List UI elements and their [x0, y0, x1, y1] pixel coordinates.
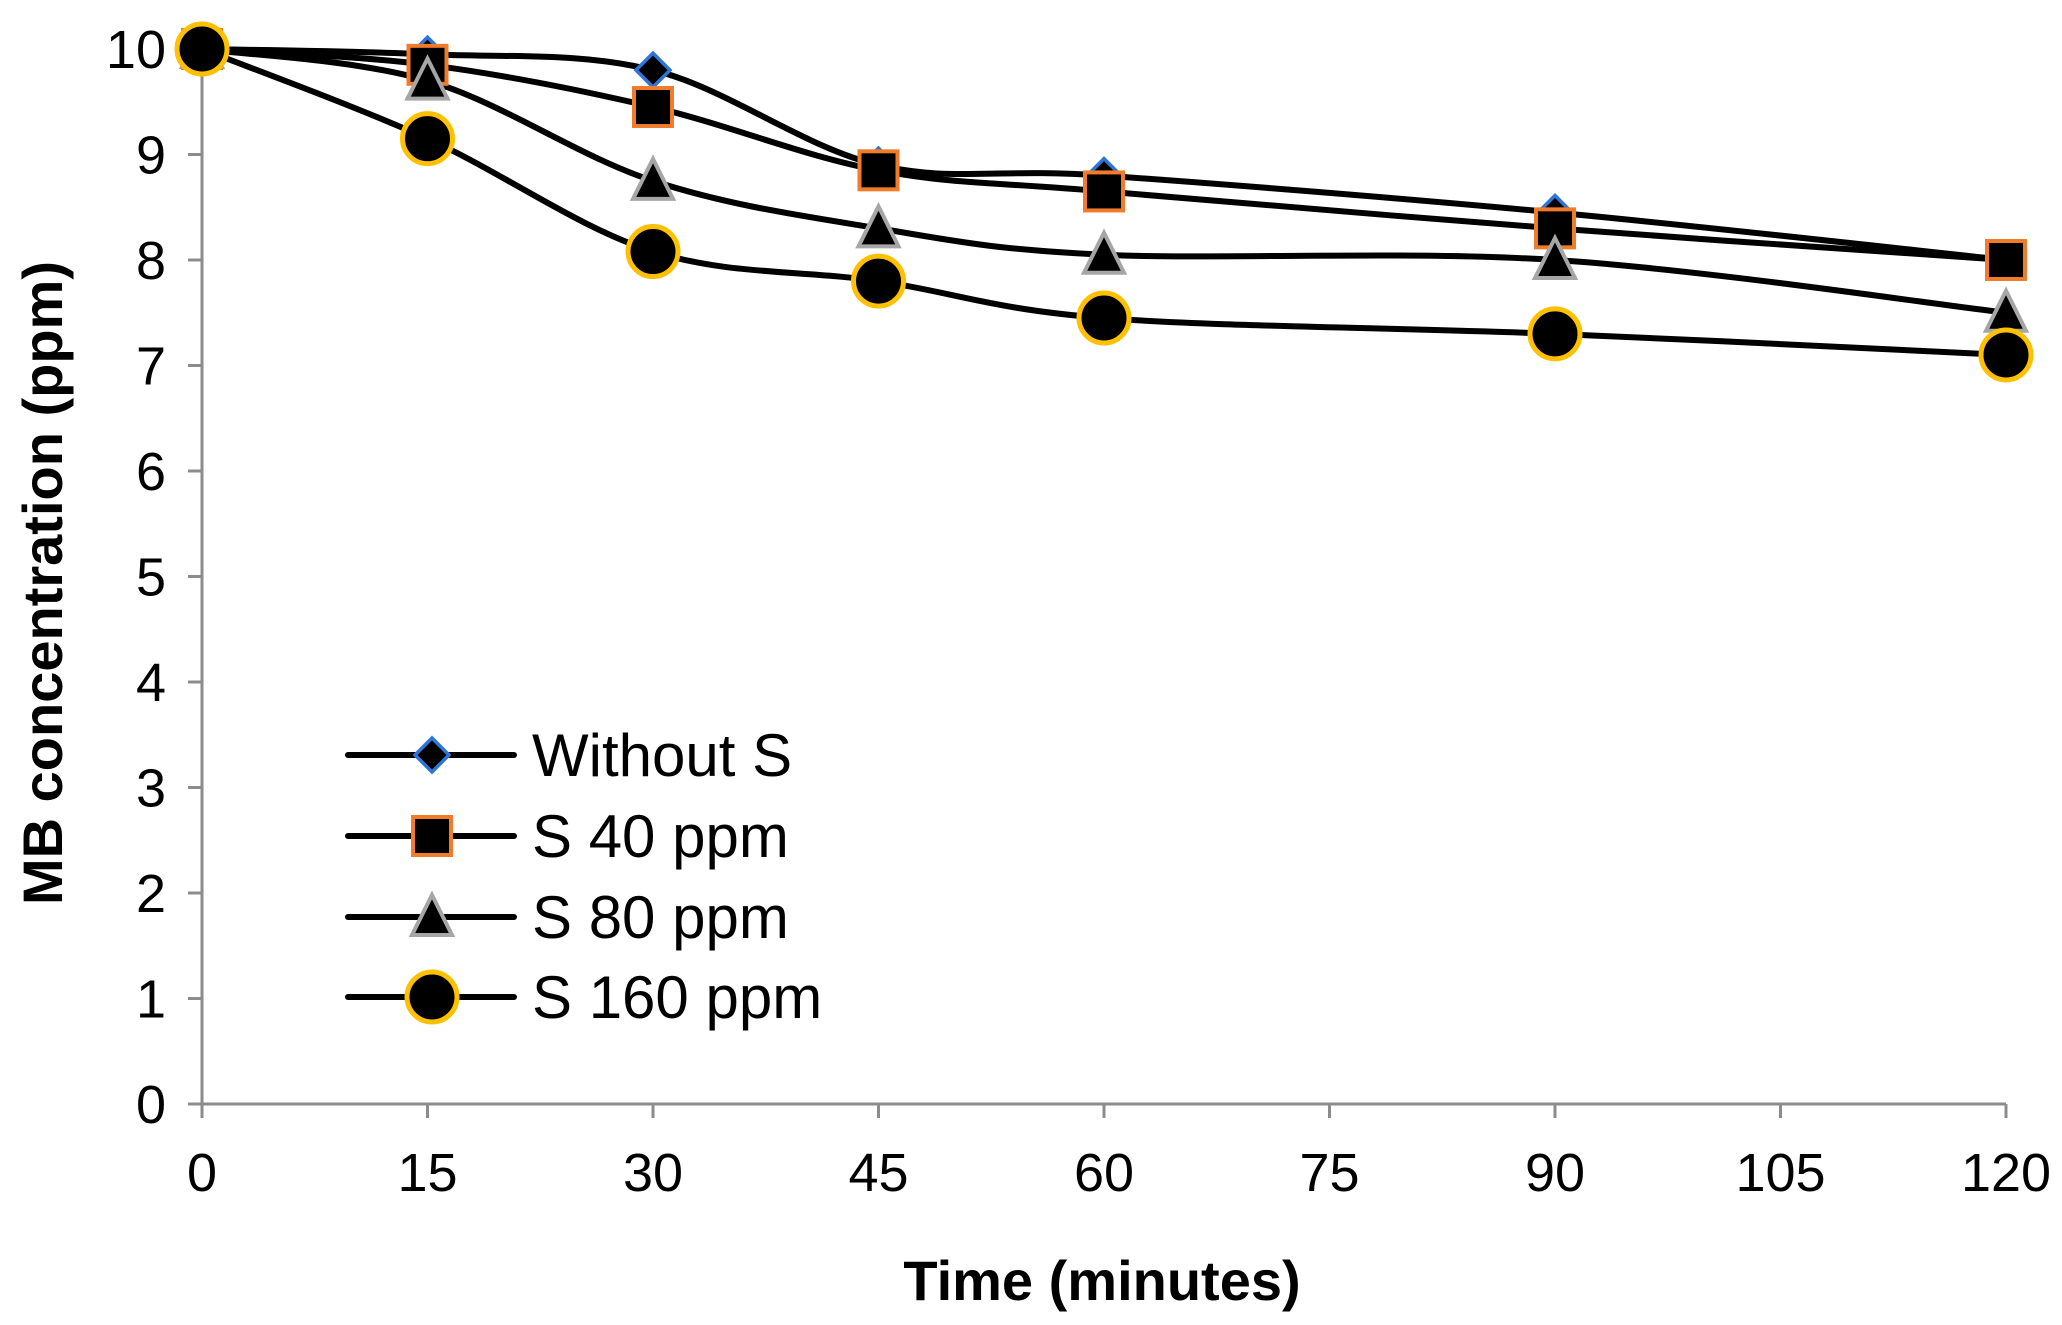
- series-3-point: [1978, 327, 2034, 383]
- series-3-point: [625, 224, 681, 280]
- y-tick-label: 10: [106, 20, 166, 80]
- series-2-point: [404, 54, 451, 101]
- y-tick-label: 2: [136, 864, 166, 924]
- y-tick-label: 5: [136, 548, 166, 608]
- y-tick-label: 7: [136, 337, 166, 397]
- series-3-point: [400, 111, 455, 167]
- series-1-point: [1083, 170, 1125, 213]
- series-2-point: [1531, 233, 1579, 280]
- series-2-point: [1080, 228, 1128, 275]
- series-2-point: [629, 154, 677, 201]
- legend-label: Without S: [532, 722, 792, 789]
- series-3-point: [1527, 306, 1583, 362]
- legend-marker: [404, 969, 460, 1025]
- legend-label: S 40 ppm: [532, 803, 789, 870]
- legend-marker: [408, 890, 456, 937]
- series-3-point: [1076, 290, 1132, 346]
- series-3-point: [851, 253, 906, 309]
- x-tick-label: 45: [848, 1143, 908, 1203]
- y-tick-label: 1: [136, 970, 166, 1030]
- y-tick-label: 6: [136, 442, 166, 502]
- series-0-point: [633, 50, 673, 90]
- x-tick-label: 75: [1299, 1143, 1359, 1203]
- y-tick-label: 3: [136, 759, 166, 819]
- legend-label: S 160 ppm: [532, 964, 822, 1031]
- series-markers: [174, 21, 2034, 383]
- x-tick-label: 60: [1074, 1143, 1134, 1203]
- series-2-point: [855, 201, 902, 249]
- y-tick-label: 8: [136, 231, 166, 291]
- x-tick-label: 15: [397, 1143, 457, 1203]
- series-1-point: [1985, 239, 2027, 281]
- legend: Without S S 40 ppm S 80 ppm S 160 ppm: [345, 722, 822, 1031]
- series-1-point: [857, 149, 900, 192]
- x-tick-label: 105: [1735, 1143, 1825, 1203]
- y-axis-title: MB concentration (ppm): [11, 261, 74, 905]
- x-tick-label: 30: [623, 1143, 683, 1203]
- y-tick-label: 4: [136, 653, 166, 713]
- y-tick-label: 0: [136, 1075, 166, 1135]
- legend-marker: [411, 815, 453, 857]
- x-tick-label: 120: [1961, 1143, 2051, 1203]
- y-tick-label: 9: [136, 126, 166, 186]
- x-axis-title: Time (minutes): [903, 1249, 1300, 1312]
- legend-label: S 80 ppm: [532, 884, 789, 951]
- legend-marker: [412, 735, 452, 775]
- x-tick-label: 90: [1525, 1143, 1585, 1203]
- x-tick-label: 0: [187, 1143, 217, 1203]
- series-1-point: [632, 86, 674, 129]
- series-3-point: [174, 21, 230, 77]
